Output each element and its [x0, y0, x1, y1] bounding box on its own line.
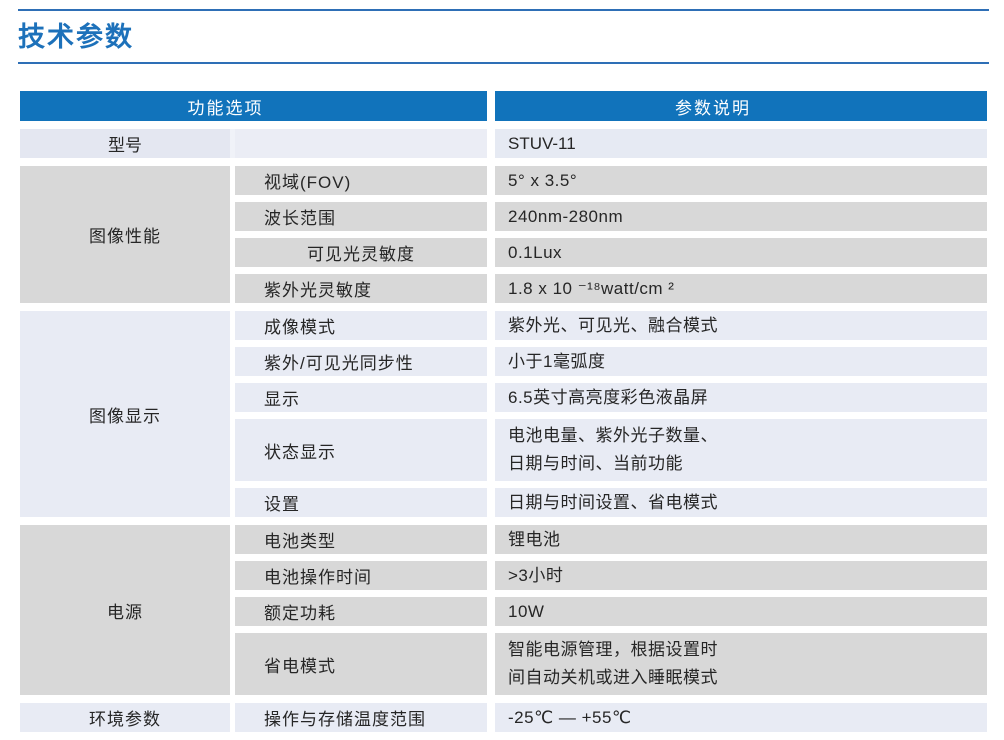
spec-label-cell: 省电模式 — [235, 633, 487, 695]
spec-table: 功能选项 参数说明 型号 STUV-11 图像性能 视域(FOV) 5° x 3.5° 波… — [20, 91, 987, 732]
spec-value-cell: 0.1Lux — [495, 238, 987, 267]
spec-value-cell: 6.5英寸高亮度彩色液晶屏 — [495, 383, 987, 412]
spec-label-cell: 设置 — [235, 488, 487, 517]
spec-value-cell: >3小时 — [495, 561, 987, 590]
title-divider — [18, 62, 989, 64]
column-gap — [230, 703, 235, 732]
spec-label-cell: 操作与存储温度范围 — [235, 703, 487, 732]
spec-value-cell: 日期与时间设置、省电模式 — [495, 488, 987, 517]
column-gap — [487, 238, 495, 267]
spec-group: 图像显示 成像模式 紫外光、可见光、融合模式 紫外/可见光同步性 小于1毫弧度 显示 6.5… — [20, 311, 987, 517]
group-rows: 视域(FOV) 5° x 3.5° 波长范围 240nm-280nm 可见光灵敏度 0.1… — [235, 166, 987, 303]
spec-label-cell: 成像模式 — [235, 311, 487, 340]
page-title: 技术参数 — [18, 22, 134, 52]
spec-value-cell: 紫外光、可见光、融合模式 — [495, 311, 987, 340]
spec-label-cell: 电池操作时间 — [235, 561, 487, 590]
column-gap — [230, 166, 235, 303]
column-gap — [487, 597, 495, 626]
table-body: 型号 STUV-11 图像性能 视域(FOV) 5° x 3.5° 波长范围 240nm-2… — [20, 129, 987, 732]
group-rows: 电池类型 锂电池 电池操作时间 >3小时 额定功耗 10W 省电模式 智能电源管理，根据设置时… — [235, 525, 987, 695]
spec-value-cell: 电池电量、紫外光子数量、 日期与时间、当前功能 — [495, 419, 987, 481]
spec-row: 紫外/可见光同步性 小于1毫弧度 — [235, 347, 987, 376]
spec-label-cell: 可见光灵敏度 — [235, 238, 487, 267]
header-parameter-description: 参数说明 — [495, 91, 987, 121]
spec-row: 省电模式 智能电源管理，根据设置时 间自动关机或进入睡眠模式 — [235, 633, 987, 695]
spec-row: 视域(FOV) 5° x 3.5° — [235, 166, 987, 195]
spec-group: 电源 电池类型 锂电池 电池操作时间 >3小时 额定功耗 10W 省电模式 智能电源管理，根据设… — [20, 525, 987, 695]
spec-label-cell: 电池类型 — [235, 525, 487, 554]
column-gap — [487, 311, 495, 340]
spec-row: 设置 日期与时间设置、省电模式 — [235, 488, 987, 517]
column-gap — [487, 703, 495, 732]
column-gap — [487, 202, 495, 231]
spec-row: 操作与存储温度范围 -25℃ — +55℃ — [235, 703, 987, 732]
column-gap — [230, 311, 235, 517]
spec-row: 成像模式 紫外光、可见光、融合模式 — [235, 311, 987, 340]
model-row: 型号 STUV-11 — [20, 129, 987, 158]
header-function-options: 功能选项 — [20, 91, 487, 121]
spec-row: 电池操作时间 >3小时 — [235, 561, 987, 590]
spec-label-cell: 视域(FOV) — [235, 166, 487, 195]
model-label-cell: 型号 — [20, 129, 230, 158]
spec-row: 显示 6.5英寸高亮度彩色液晶屏 — [235, 383, 987, 412]
spec-label-cell: 波长范围 — [235, 202, 487, 231]
spec-row: 紫外光灵敏度 1.8 x 10 ⁻¹⁸watt/cm ² — [235, 274, 987, 303]
group-rows: 操作与存储温度范围 -25℃ — +55℃ — [235, 703, 987, 732]
column-gap — [487, 419, 495, 481]
spec-label-cell: 紫外/可见光同步性 — [235, 347, 487, 376]
spec-value-cell: -25℃ — +55℃ — [495, 703, 987, 732]
group-rows: 成像模式 紫外光、可见光、融合模式 紫外/可见光同步性 小于1毫弧度 显示 6.5英寸高亮… — [235, 311, 987, 517]
spec-value-cell: 锂电池 — [495, 525, 987, 554]
spec-value-cell: 5° x 3.5° — [495, 166, 987, 195]
spec-row: 额定功耗 10W — [235, 597, 987, 626]
spec-group: 环境参数 操作与存储温度范围 -25℃ — +55℃ — [20, 703, 987, 732]
spec-row: 状态显示 电池电量、紫外光子数量、 日期与时间、当前功能 — [235, 419, 987, 481]
group-label-cell: 图像性能 — [20, 166, 230, 303]
column-gap — [487, 383, 495, 412]
spec-row: 可见光灵敏度 0.1Lux — [235, 238, 987, 267]
spec-label-cell: 状态显示 — [235, 419, 487, 481]
column-gap — [487, 525, 495, 554]
spec-label-cell: 显示 — [235, 383, 487, 412]
spec-label-cell: 额定功耗 — [235, 597, 487, 626]
spec-value-cell: 240nm-280nm — [495, 202, 987, 231]
column-seam — [230, 129, 235, 158]
column-gap — [487, 561, 495, 590]
column-gap — [487, 488, 495, 517]
top-divider — [18, 9, 989, 11]
group-label-cell: 图像显示 — [20, 311, 230, 517]
spec-value-cell: 10W — [495, 597, 987, 626]
column-gap — [487, 633, 495, 695]
spec-row: 电池类型 锂电池 — [235, 525, 987, 554]
spec-label-cell: 紫外光灵敏度 — [235, 274, 487, 303]
spec-group: 图像性能 视域(FOV) 5° x 3.5° 波长范围 240nm-280nm 可见光灵敏… — [20, 166, 987, 303]
column-gap — [487, 347, 495, 376]
group-label-cell: 环境参数 — [20, 703, 230, 732]
column-gap — [487, 166, 495, 195]
spec-row: 波长范围 240nm-280nm — [235, 202, 987, 231]
spec-value-cell: 智能电源管理，根据设置时 间自动关机或进入睡眠模式 — [495, 633, 987, 695]
table-header-row: 功能选项 参数说明 — [20, 91, 987, 121]
column-gap — [487, 274, 495, 303]
group-label-cell: 电源 — [20, 525, 230, 695]
model-value-cell: STUV-11 — [495, 129, 987, 158]
spec-value-cell: 小于1毫弧度 — [495, 347, 987, 376]
model-empty-cell — [235, 129, 487, 158]
spec-value-cell: 1.8 x 10 ⁻¹⁸watt/cm ² — [495, 274, 987, 303]
column-gap — [487, 129, 495, 158]
column-gap — [230, 525, 235, 695]
